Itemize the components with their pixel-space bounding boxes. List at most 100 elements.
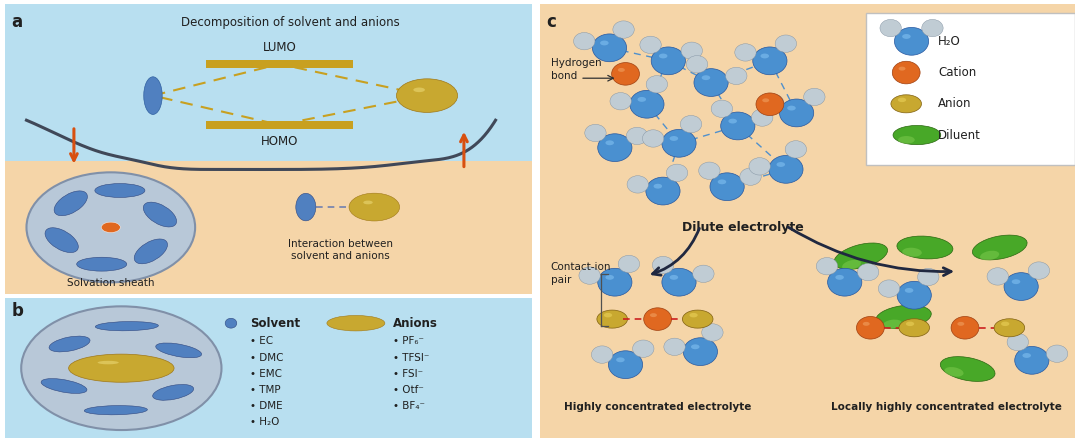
Circle shape [627,176,648,193]
Circle shape [618,255,639,273]
Text: Hydrogen
bond: Hydrogen bond [551,58,602,81]
Ellipse shape [225,318,237,328]
Circle shape [756,93,784,115]
Ellipse shape [941,357,995,381]
Ellipse shape [597,310,627,328]
Ellipse shape [144,77,162,114]
Circle shape [639,36,661,53]
Circle shape [611,63,639,85]
Ellipse shape [659,53,667,58]
Text: • Otf⁻: • Otf⁻ [393,385,423,395]
Ellipse shape [835,275,843,280]
Ellipse shape [762,98,769,102]
Ellipse shape [834,243,888,269]
Ellipse shape [777,162,785,167]
Circle shape [769,156,804,183]
Circle shape [921,19,943,37]
Text: Solvation sheath: Solvation sheath [67,278,154,288]
Text: Solvent: Solvent [251,317,300,330]
Text: a: a [12,13,23,31]
Circle shape [726,67,747,84]
Circle shape [780,99,813,127]
Text: • EC: • EC [251,336,273,347]
Circle shape [610,92,632,110]
Text: • DME: • DME [251,401,283,411]
Circle shape [651,47,686,75]
Text: b: b [12,302,24,320]
Circle shape [593,34,626,62]
Circle shape [1007,333,1028,351]
Ellipse shape [893,126,941,145]
Circle shape [664,338,685,355]
Circle shape [804,88,825,106]
Text: • DMC: • DMC [251,353,284,362]
Circle shape [646,177,680,205]
Circle shape [951,316,978,339]
FancyBboxPatch shape [5,161,532,294]
Circle shape [662,268,697,296]
FancyBboxPatch shape [205,60,353,68]
Text: c: c [546,13,556,31]
Ellipse shape [718,179,726,184]
Ellipse shape [650,313,657,317]
Text: Cation: Cation [939,66,976,79]
Circle shape [579,267,600,284]
FancyBboxPatch shape [5,298,532,438]
Ellipse shape [994,319,1025,337]
Ellipse shape [363,201,373,204]
Ellipse shape [863,322,869,326]
Circle shape [396,79,458,112]
Circle shape [918,268,939,286]
Ellipse shape [606,141,615,145]
Circle shape [327,316,384,331]
Ellipse shape [957,322,964,326]
Circle shape [1028,262,1050,279]
Circle shape [694,69,728,96]
Circle shape [856,316,885,339]
Ellipse shape [683,310,713,328]
Circle shape [1047,345,1068,362]
Circle shape [1004,273,1038,301]
Circle shape [775,35,797,52]
Circle shape [702,324,724,341]
Ellipse shape [899,319,930,337]
Ellipse shape [899,67,905,71]
Circle shape [597,134,632,161]
Text: LUMO: LUMO [262,41,296,54]
Ellipse shape [41,379,87,393]
Ellipse shape [702,75,711,80]
Circle shape [892,61,920,84]
Ellipse shape [134,239,167,264]
FancyBboxPatch shape [540,4,1075,438]
Circle shape [710,173,744,201]
Ellipse shape [905,288,914,293]
Circle shape [69,354,174,382]
Ellipse shape [906,322,914,326]
Ellipse shape [618,68,625,72]
FancyBboxPatch shape [866,13,1075,165]
Circle shape [662,130,697,157]
Ellipse shape [95,322,159,331]
Ellipse shape [787,106,796,110]
Text: Anion: Anion [939,97,972,110]
Ellipse shape [97,361,119,364]
Text: Diluent: Diluent [939,129,981,141]
Ellipse shape [1012,279,1021,284]
Ellipse shape [842,260,861,270]
Text: Highly concentrated electrolyte: Highly concentrated electrolyte [564,402,752,412]
Circle shape [785,141,807,158]
Ellipse shape [653,184,662,189]
Ellipse shape [876,305,931,329]
Text: • TMP: • TMP [251,385,281,395]
Ellipse shape [728,118,737,123]
Ellipse shape [49,336,90,352]
Ellipse shape [637,97,646,102]
Circle shape [666,164,688,182]
Ellipse shape [670,275,678,280]
Circle shape [897,282,931,309]
Ellipse shape [689,313,698,317]
Ellipse shape [902,248,922,257]
Ellipse shape [296,193,315,221]
Circle shape [680,115,702,133]
Ellipse shape [944,367,963,377]
